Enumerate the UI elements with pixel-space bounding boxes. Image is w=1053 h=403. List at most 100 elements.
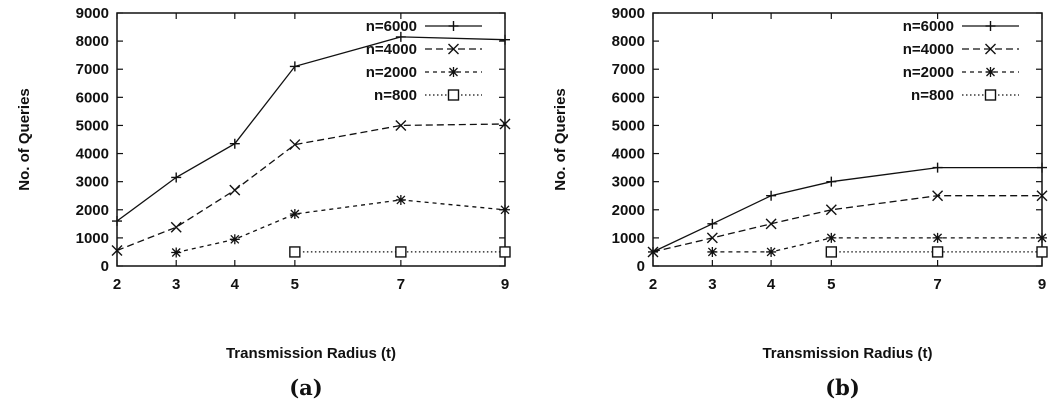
- data-point: [171, 172, 182, 183]
- x-tick-label: 3: [708, 276, 716, 293]
- legend-label: n=4000: [903, 41, 954, 58]
- data-point: [932, 190, 944, 202]
- legend-label: n=2000: [366, 64, 417, 81]
- y-tick-label: 2000: [76, 202, 109, 219]
- y-tick-label: 5000: [612, 117, 645, 134]
- data-point: [499, 118, 511, 130]
- y-tick-label: 8000: [612, 33, 645, 50]
- x-tick-label: 4: [767, 276, 776, 293]
- y-tick-label: 3000: [76, 174, 109, 191]
- x-tick-label: 2: [113, 276, 121, 293]
- data-point: [1036, 190, 1048, 202]
- x-tick-label: 9: [501, 276, 509, 293]
- series-n-4000: [647, 190, 1048, 258]
- x-tick-label: 7: [933, 276, 941, 293]
- data-point: [932, 162, 943, 173]
- x-tick-label: 7: [397, 276, 405, 293]
- data-point: [707, 246, 718, 257]
- y-tick-label: 7000: [612, 61, 645, 78]
- data-point: [229, 184, 241, 196]
- y-tick-label: 0: [101, 258, 109, 275]
- data-point: [1037, 232, 1047, 243]
- data-point: [395, 246, 407, 258]
- series-n-4000: [111, 118, 511, 257]
- data-point: [111, 245, 123, 257]
- y-tick-label: 4000: [76, 146, 109, 163]
- data-point: [765, 218, 777, 230]
- data-point: [395, 194, 406, 205]
- data-point: [289, 61, 300, 72]
- chart-panel-a: 0 1000 2000 3000 4000 5000 6000 7000 8000 9000 2 3 4…: [16, 5, 511, 400]
- y-tick-label: 2000: [612, 202, 645, 219]
- legend-label: n=4000: [366, 41, 417, 58]
- y-tick-label: 8000: [76, 33, 109, 50]
- legend-entry: n=800: [911, 87, 1019, 104]
- legend-marker: [985, 43, 996, 55]
- data-point: [229, 138, 240, 149]
- x-axis-label: Transmission Radius (t): [226, 345, 396, 362]
- legend-entry: n=800: [374, 87, 482, 104]
- plot-frame: [116, 12, 506, 267]
- x-tick-label: 5: [827, 276, 835, 293]
- legend-marker: [985, 21, 996, 31]
- data-point: [707, 218, 718, 229]
- legend-marker: [448, 67, 459, 77]
- y-tick-label: 9000: [76, 5, 109, 22]
- chart-panel-b: 0 1000 2000 3000 4000 5000 6000 7000 8000 9000 2 3 4…: [552, 5, 1048, 400]
- x-tick-label: 4: [231, 276, 240, 293]
- y-tick-label: 3000: [612, 174, 645, 191]
- x-tick-label: 3: [172, 276, 180, 293]
- series-n-2000: [707, 232, 1047, 257]
- plot-frame: [652, 12, 1043, 267]
- data-point: [825, 204, 837, 216]
- series-n-6000: [112, 31, 510, 227]
- legend-marker: [447, 89, 460, 101]
- series-n-2000: [171, 194, 510, 258]
- data-point: [647, 246, 659, 258]
- y-tick-label: 0: [637, 258, 645, 275]
- data-point: [931, 246, 944, 258]
- panel-caption: (a): [289, 375, 322, 400]
- panel-caption: (b): [825, 375, 860, 400]
- data-point: [500, 34, 510, 45]
- y-tick-label: 4000: [612, 146, 645, 163]
- legend-label: n=2000: [903, 64, 954, 81]
- data-point: [1037, 162, 1047, 173]
- data-point: [112, 216, 122, 227]
- data-point: [170, 221, 182, 233]
- y-tick-label: 1000: [76, 230, 109, 247]
- series-n-800: [825, 246, 1048, 258]
- series-line: [652, 166, 1042, 253]
- data-point: [289, 246, 301, 258]
- data-point: [289, 208, 300, 219]
- y-tick-label: 6000: [612, 89, 645, 106]
- y-tick-label: 6000: [76, 89, 109, 106]
- legend-entry: n=6000: [366, 18, 482, 35]
- legend-entry: n=6000: [903, 18, 1019, 35]
- y-axis-label: No. of Queries: [16, 88, 33, 191]
- legend-marker: [448, 43, 459, 55]
- data-point: [171, 247, 182, 258]
- x-tick-label: 2: [649, 276, 657, 293]
- data-point: [932, 232, 943, 243]
- legend-marker: [448, 21, 459, 31]
- legend-label: n=800: [374, 87, 417, 104]
- y-tick-label: 9000: [612, 5, 645, 22]
- series-line: [652, 195, 1042, 253]
- legend-marker: [984, 89, 997, 101]
- data-point: [395, 119, 407, 131]
- series-line: [176, 199, 506, 254]
- series-n-800: [289, 246, 511, 258]
- y-tick-label: 1000: [612, 230, 645, 247]
- x-axis-label: Transmission Radius (t): [762, 345, 932, 362]
- series-line: [116, 36, 506, 222]
- series-n-6000: [648, 162, 1047, 257]
- legend-entry: n=2000: [366, 64, 482, 81]
- data-point: [766, 246, 777, 257]
- legend-label: n=6000: [366, 18, 417, 35]
- legend-entry: n=4000: [903, 41, 1019, 58]
- y-tick-label: 7000: [76, 61, 109, 78]
- data-point: [289, 139, 301, 151]
- data-point: [826, 232, 837, 243]
